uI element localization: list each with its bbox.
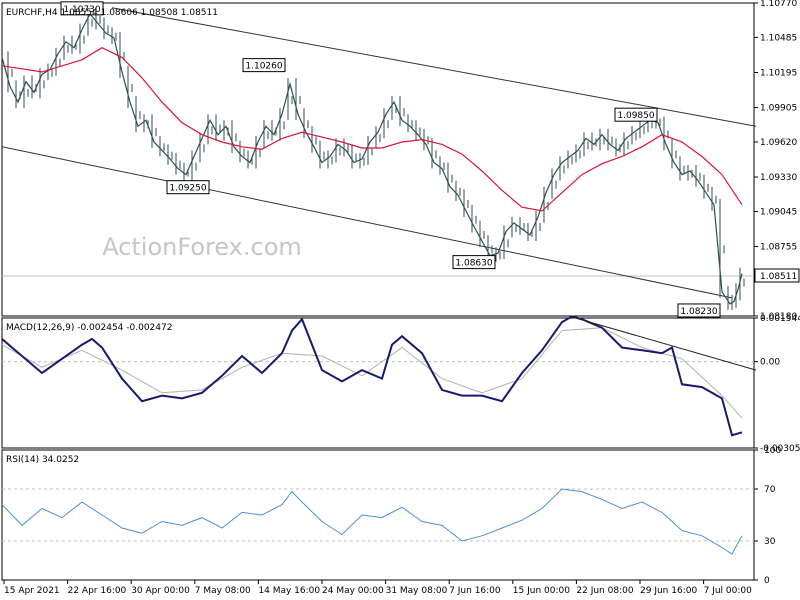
price-annotation-box bbox=[614, 107, 658, 122]
price-annotation-box bbox=[452, 255, 496, 270]
last-price-label: 1.08511 bbox=[760, 272, 797, 282]
panel-frame-2 bbox=[1, 449, 755, 581]
price-annotation-box bbox=[677, 303, 721, 318]
price-annotation-label: 1.09250 bbox=[169, 184, 206, 194]
grid-lines bbox=[2, 275, 754, 542]
last-price-box bbox=[754, 268, 800, 283]
macd-signal-line bbox=[1, 327, 743, 419]
macd-line bbox=[1, 315, 743, 437]
rsi-title: RSI(14) 34.0252 bbox=[6, 455, 79, 465]
time-axis-tick-label: 31 May 08:00 bbox=[386, 586, 448, 596]
price-axis-tick-label: 1.10770 bbox=[760, 0, 797, 9]
macd-axis-tick-label: 0.00 bbox=[760, 358, 780, 368]
price-annotation-label: 1.08230 bbox=[680, 307, 717, 317]
panel-frames bbox=[1, 2, 800, 581]
macd-axis-tick-label: 0.001544 bbox=[760, 314, 800, 324]
macd-axis-tick-label: -0.003054 bbox=[760, 444, 800, 454]
rsi-panel bbox=[1, 488, 743, 555]
time-axis-tick-label: 22 Jun 08:00 bbox=[576, 586, 633, 596]
price-axis-tick-label: 1.08180 bbox=[760, 312, 797, 322]
time-axis-tick-label: 30 Apr 00:00 bbox=[131, 586, 190, 596]
rsi-line bbox=[1, 488, 743, 555]
price-line bbox=[1, 12, 743, 305]
price-title: EURCHF,H4 1.08554 1.08606 1.08508 1.0851… bbox=[6, 8, 218, 18]
rsi-axis-tick-label: 30 bbox=[764, 537, 776, 547]
axes: 1.10770 1.10485 1.10195 1.09905 1.09620 1.093… bbox=[3, 0, 800, 596]
price-annotation-label: 1.08630 bbox=[455, 259, 492, 269]
rsi-axis-tick-label: 100 bbox=[764, 446, 781, 456]
time-axis-tick-label: 22 Apr 16:00 bbox=[68, 586, 127, 596]
time-axis-tick-label: 14 May 16:00 bbox=[258, 586, 320, 596]
time-axis-tick-label: 7 May 08:00 bbox=[195, 586, 251, 596]
price-axis-tick-label: 1.09045 bbox=[760, 207, 797, 217]
price-annotation-box bbox=[242, 58, 286, 73]
time-axis-tick-label: 24 May 00:00 bbox=[322, 586, 384, 596]
price-axis-tick-label: 1.10485 bbox=[760, 33, 797, 43]
time-axis-tick-label: 7 Jul 00:00 bbox=[704, 586, 753, 596]
macd-panel bbox=[1, 315, 757, 437]
rsi-axis-tick-label: 0 bbox=[764, 576, 770, 586]
panel-frame-1 bbox=[1, 317, 755, 449]
channel-line-0 bbox=[111, 7, 757, 127]
ma-line bbox=[1, 47, 743, 212]
outer-frame bbox=[2, 3, 800, 580]
macd-title: MACD(12,26,9) -0.002454 -0.002472 bbox=[6, 323, 172, 333]
price-annotation-box bbox=[60, 1, 104, 16]
price-axis-tick-label: 1.09330 bbox=[760, 173, 797, 183]
time-axis-tick-label: 15 Apr 2021 bbox=[4, 586, 60, 596]
rsi-axis-tick-label: 70 bbox=[764, 485, 776, 495]
price-annotation-box bbox=[166, 180, 210, 195]
time-axis-tick-label: 15 Jun 00:00 bbox=[513, 586, 570, 596]
price-annotation-label: 1.10730 bbox=[63, 5, 100, 15]
macd-trend-line bbox=[569, 315, 757, 371]
price-annotation-label: 1.09850 bbox=[617, 111, 654, 121]
panel-frame-0 bbox=[1, 2, 755, 317]
time-axis-tick-label: 29 Jun 16:00 bbox=[640, 586, 697, 596]
price-axis-tick-label: 1.09905 bbox=[760, 104, 797, 114]
price-panel: 1.10730 1.10260 1.09250 1.08630 1.09850 1.082… bbox=[1, 1, 757, 318]
watermark: ActionForex.com bbox=[102, 233, 302, 261]
time-axis-tick-label: 7 Jun 16:00 bbox=[449, 586, 501, 596]
price-annotation-label: 1.10260 bbox=[245, 62, 282, 72]
price-axis-tick-label: 1.09620 bbox=[760, 138, 797, 148]
price-axis-tick-label: 1.08755 bbox=[760, 243, 797, 253]
price-axis-tick-label: 1.10195 bbox=[760, 68, 797, 78]
channel-line-1 bbox=[1, 146, 733, 299]
